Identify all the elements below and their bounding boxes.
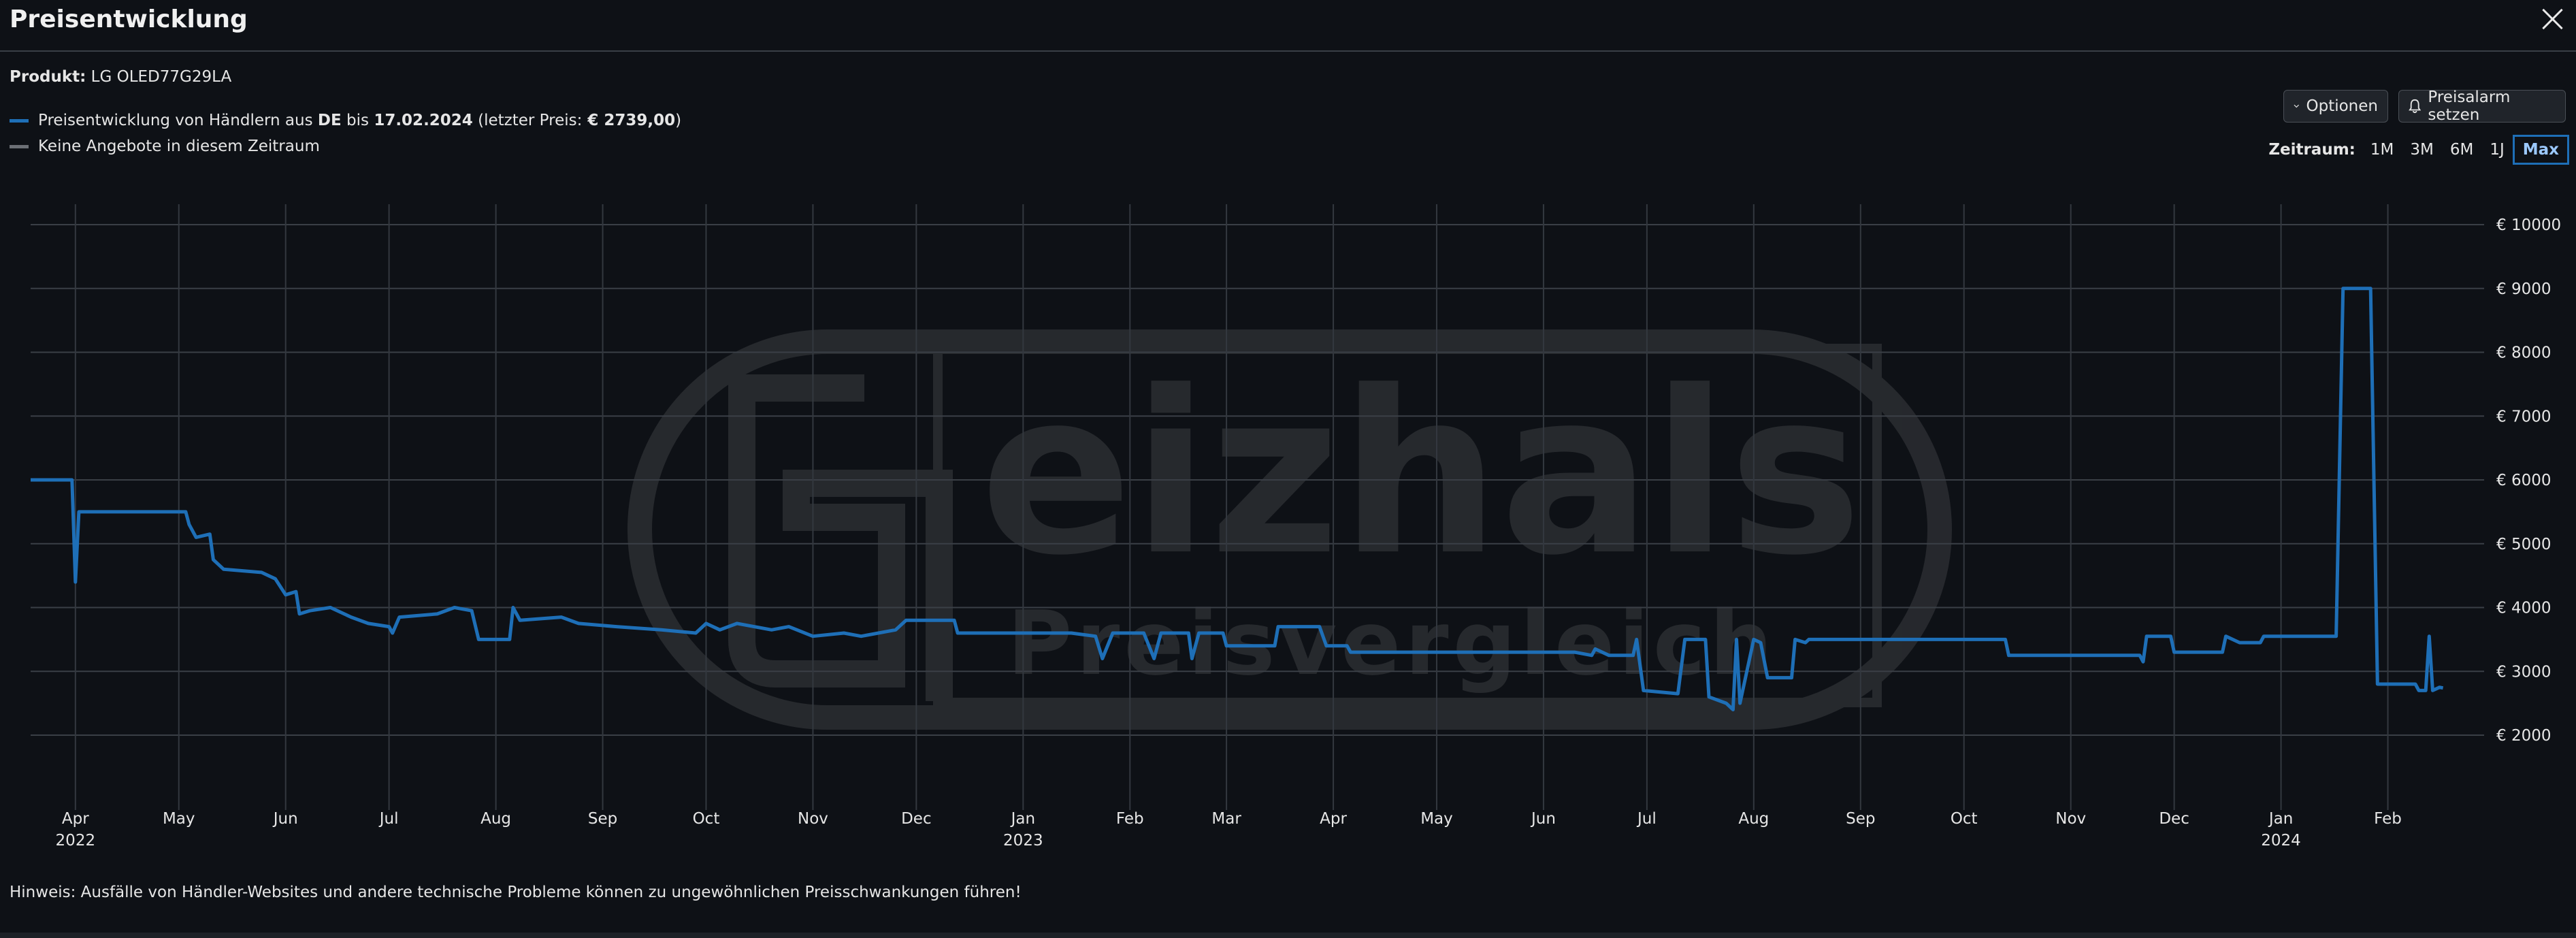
price-alarm-label: Preisalarm setzen (2428, 88, 2511, 124)
options-button[interactable]: Optionen (2283, 90, 2388, 123)
geizhals-watermark: eizhals Preisvergleich (627, 329, 1952, 730)
close-icon[interactable] (2539, 5, 2566, 33)
hint-text: Hinweis: Ausfälle von Händler-Websites u… (10, 884, 1022, 901)
x-tick-label: Feb (2374, 810, 2402, 828)
y-tick-label: € 6000 (2496, 472, 2551, 489)
legend-text: Preisentwicklung von Händlern aus DE bis… (38, 112, 681, 129)
y-tick-label: € 2000 (2496, 727, 2551, 745)
x-tick-label: Dec (901, 810, 932, 828)
legend-text-part: bis (346, 112, 369, 129)
x-tick-label: Aug (480, 810, 511, 828)
range-option-6m[interactable]: 6M (2449, 141, 2474, 159)
legend-country: DE (317, 112, 342, 129)
y-tick-label: € 7000 (2496, 408, 2551, 425)
range-option-1j[interactable]: 1J (2490, 141, 2505, 159)
x-tick-label: Aug (1738, 810, 1769, 828)
time-range-selector: Zeitraum: 1M 3M 6M 1J Max (2268, 133, 2569, 167)
range-option-1m[interactable]: 1M (2370, 141, 2394, 159)
y-tick-label: € 3000 (2496, 663, 2551, 681)
series-swatch (10, 118, 29, 123)
chart-grid (31, 204, 2484, 810)
chart-legend: Preisentwicklung von Händlern aus DE bis… (10, 108, 681, 159)
x-tick-label: May (163, 810, 195, 828)
x-tick-label: Jun (1530, 810, 1556, 828)
page-title: Preisentwicklung (10, 5, 248, 33)
product-line: Produkt: LG OLED77G29LA (10, 68, 231, 86)
legend-date: 17.02.2024 (374, 112, 473, 129)
legend-text-part: Preisentwicklung von Händlern aus (38, 112, 313, 129)
x-tick-label: Sep (1846, 810, 1875, 828)
x-tick-label: Feb (1116, 810, 1144, 828)
x-tick-label: Oct (1951, 810, 1978, 828)
y-tick-label: € 5000 (2496, 536, 2551, 553)
legend-item-series[interactable]: Preisentwicklung von Händlern aus DE bis… (10, 108, 681, 133)
legend-no-offers-text: Keine Angebote in diesem Zeitraum (38, 138, 320, 155)
x-tick-label: Mar (1211, 810, 1241, 828)
x-tick-label: Jun (272, 810, 298, 828)
x-tick-label: Jan (2268, 810, 2293, 828)
x-year-label: 2022 (56, 832, 96, 850)
x-tick-label: Oct (693, 810, 720, 828)
watermark-sub: Preisvergleich (1007, 592, 1776, 695)
legend-text-part: ) (675, 112, 682, 129)
legend-text-part: (letzter Preis: (478, 112, 583, 129)
bottom-divider (0, 933, 2576, 938)
range-option-max[interactable]: Max (2512, 135, 2569, 165)
time-range-label: Zeitraum: (2268, 141, 2355, 159)
x-tick-label: May (1420, 810, 1453, 828)
price-series-line[interactable] (31, 287, 2444, 711)
y-axis: € 10000 € 9000 € 8000 € 7000 € 6000 € 5000 € 4… (2496, 216, 2561, 745)
no-offers-swatch (10, 144, 29, 148)
x-tick-label: Jul (378, 810, 399, 828)
x-year-label: 2024 (2261, 832, 2301, 850)
watermark-word: eizhals (980, 343, 1862, 604)
dialog-header: Preisentwicklung (0, 0, 2576, 52)
price-alarm-button[interactable]: Preisalarm setzen (2398, 88, 2566, 124)
range-option-3m[interactable]: 3M (2410, 141, 2434, 159)
price-chart[interactable]: eizhals Preisvergleich € 10000 € 9000 € 80… (0, 197, 2576, 864)
x-tick-label: Jan (1010, 810, 1035, 828)
x-tick-label: Dec (2159, 810, 2189, 828)
legend-last-price: € 2739,00 (587, 112, 676, 129)
y-tick-label: € 8000 (2496, 344, 2551, 362)
x-tick-label: Sep (588, 810, 617, 828)
bell-icon (2409, 99, 2422, 114)
x-year-label: 2023 (1003, 832, 1043, 850)
x-tick-label: Apr (1320, 810, 1347, 828)
y-tick-label: € 9000 (2496, 280, 2551, 298)
x-tick-label: Apr (62, 810, 89, 828)
options-label: Optionen (2306, 97, 2379, 115)
x-tick-label: Jul (1636, 810, 1657, 828)
x-tick-label: Nov (798, 810, 828, 828)
x-tick-label: Nov (2055, 810, 2086, 828)
y-tick-label: € 10000 (2496, 216, 2561, 234)
y-tick-label: € 4000 (2496, 600, 2551, 617)
product-name: LG OLED77G29LA (91, 68, 232, 86)
chevron-down-icon (2294, 104, 2299, 108)
product-label: Produkt: (10, 68, 86, 86)
x-axis: Apr 2022 May Jun Jul Aug Sep Oct Nov Dec Jan 2023 Fe… (56, 810, 2402, 850)
legend-item-no-offers[interactable]: Keine Angebote in diesem Zeitraum (10, 133, 681, 159)
